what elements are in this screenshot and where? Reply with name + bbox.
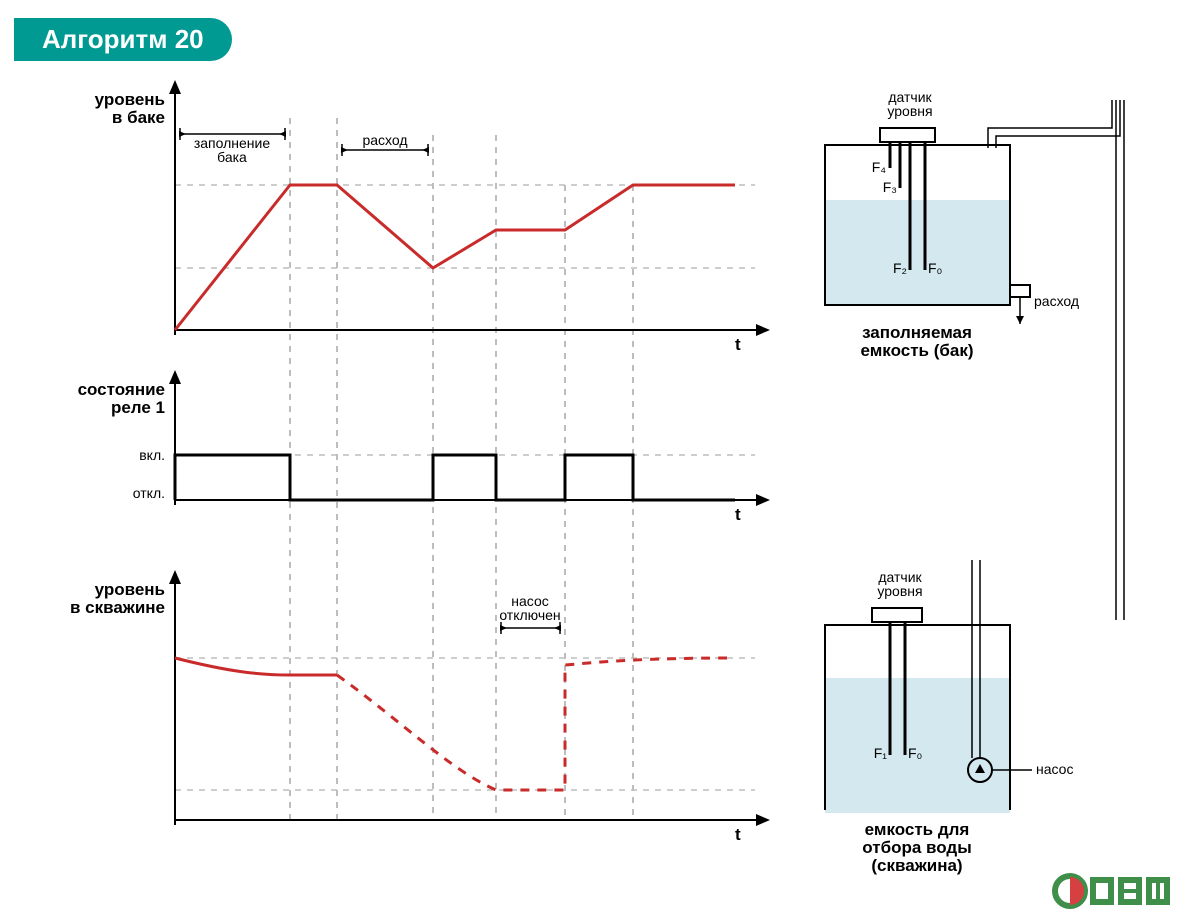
svg-text:t: t (735, 825, 741, 844)
c1-x: t (735, 335, 741, 354)
c1-t1: уровень (95, 90, 165, 109)
svg-text:насос: насос (1036, 761, 1073, 777)
svg-text:емкость дляотбора воды(скважин: емкость дляотбора воды(скважина) (862, 820, 971, 875)
c3-dash (337, 658, 735, 790)
tank1-svg: датчикуровня F₄ F₃ F₂ F₀ расход заполняе… (800, 80, 1160, 380)
svg-text:датчикуровня: датчикуровня (887, 89, 932, 119)
svg-text:F₀: F₀ (908, 745, 923, 761)
c2-series (175, 455, 735, 500)
svg-text:расход: расход (362, 132, 407, 148)
c1-t2: в баке (112, 108, 165, 127)
c3-solid (175, 658, 337, 675)
svg-text:F₃: F₃ (883, 179, 897, 195)
chart3: уровеньв скважине t насосотключен (70, 580, 760, 844)
svg-text:F₁: F₁ (874, 745, 888, 761)
pipe-overlay (1108, 100, 1148, 640)
svg-text:t: t (735, 505, 741, 524)
svg-text:F₀: F₀ (928, 260, 943, 276)
svg-text:вкл.: вкл. (139, 447, 165, 463)
svg-text:F₂: F₂ (893, 260, 907, 276)
svg-text:состояниереле 1: состояниереле 1 (78, 380, 165, 417)
c3-ann: насосотключен (499, 593, 561, 634)
chart1: уровеньв баке t заполнениебака расход (95, 90, 760, 354)
svg-text:откл.: откл. (133, 485, 165, 501)
c1-ann-cons: расход (341, 132, 429, 156)
svg-text:заполняемаяемкость (бак): заполняемаяемкость (бак) (861, 323, 974, 360)
svg-text:уровеньв скважине: уровеньв скважине (70, 580, 165, 617)
svg-text:расход: расход (1034, 293, 1079, 309)
svg-text:датчикуровня: датчикуровня (877, 569, 922, 599)
svg-text:уровеньв баке: уровеньв баке (95, 90, 165, 127)
svg-text:F₄: F₄ (872, 159, 887, 175)
c1-series (175, 185, 735, 330)
svg-text:насосотключен: насосотключен (499, 593, 560, 623)
c1-ann-fill: заполнениебака (179, 128, 286, 165)
charts-svg: уровеньв баке t заполнениебака расход со… (0, 0, 780, 900)
svg-text:заполнениебака: заполнениебака (194, 135, 271, 165)
brand-logo (1052, 871, 1182, 911)
guides (290, 118, 633, 820)
chart2: состояниереле 1 t вкл. откл. (78, 380, 760, 524)
